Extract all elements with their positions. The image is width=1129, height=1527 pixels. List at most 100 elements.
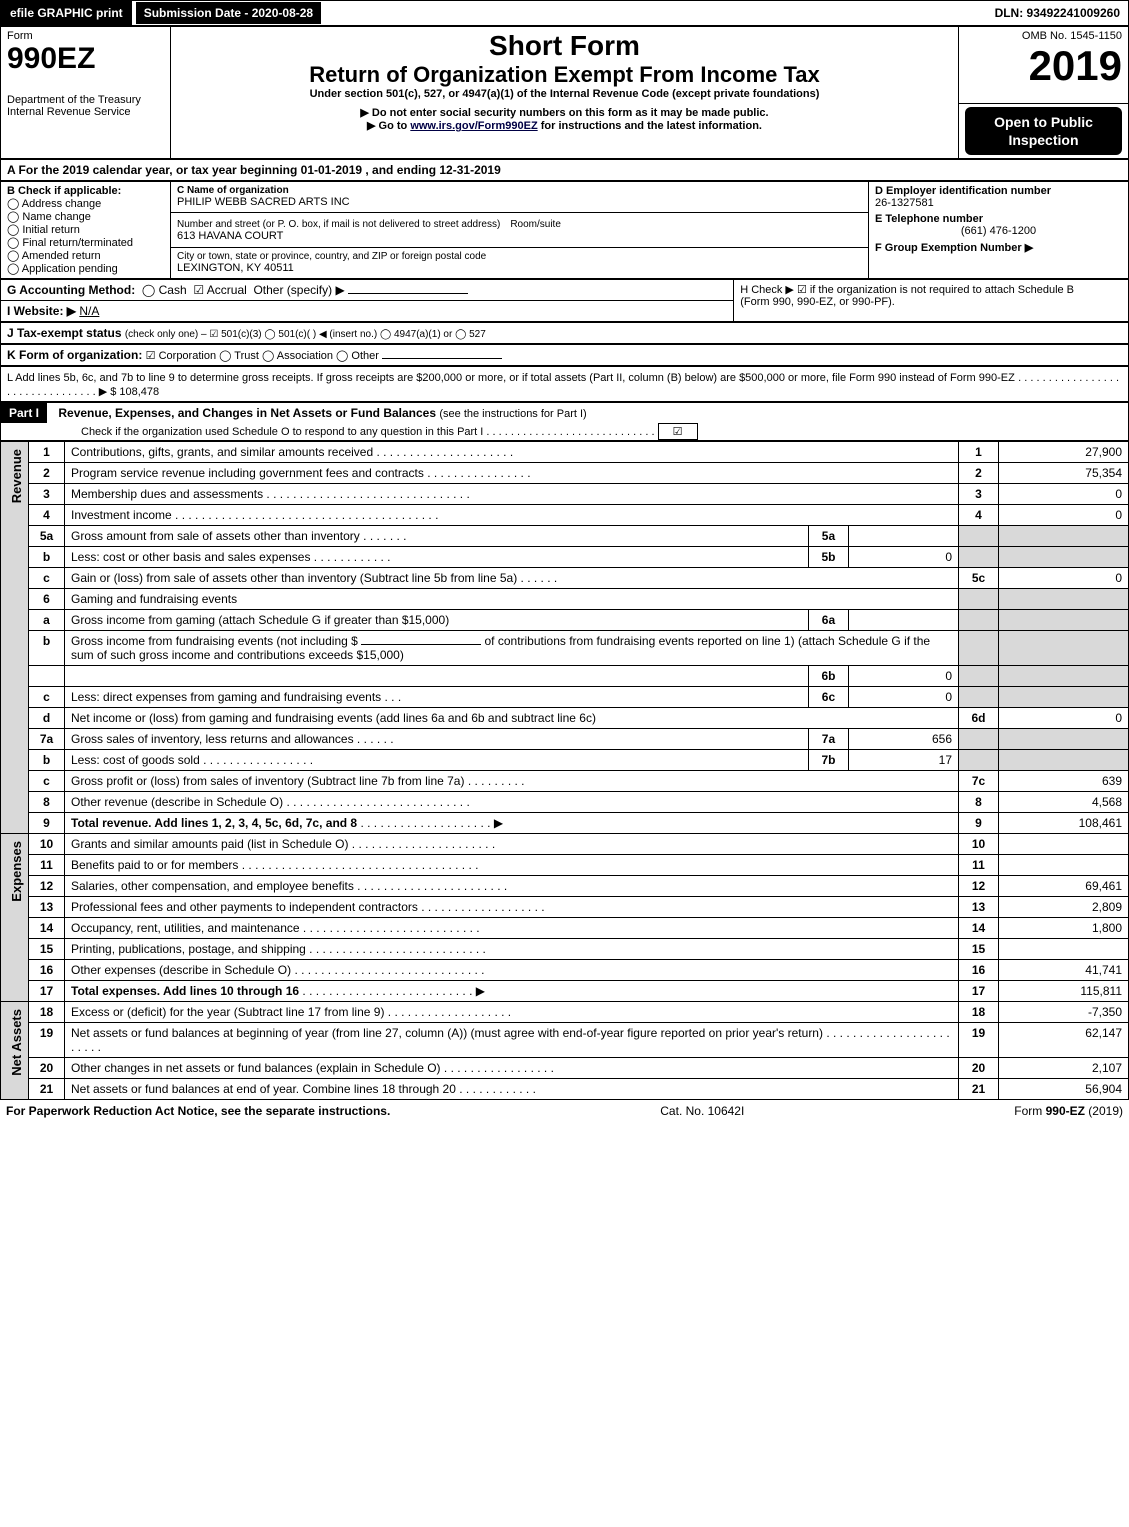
ln4-v: 0 (999, 504, 1129, 525)
ln6a-sub: 6a (808, 609, 848, 630)
line-B-label: B Check if applicable: (7, 185, 164, 197)
city: LEXINGTON, KY 40511 (177, 262, 862, 274)
footer-left: For Paperwork Reduction Act Notice, see … (6, 1104, 390, 1118)
E-label: E Telephone number (875, 213, 1122, 225)
ln9-refnum: 9 (959, 812, 999, 833)
partI-title: Revenue, Expenses, and Changes in Net As… (50, 406, 436, 420)
ln5c-d: Gain or (loss) from sale of assets other… (71, 571, 517, 585)
chk-final-return[interactable]: ◯ Final return/terminated (7, 236, 164, 249)
ln10-refnum: 10 (959, 833, 999, 854)
ln4-refnum: 4 (959, 504, 999, 525)
tax-year: 2019 (965, 42, 1122, 90)
section-netassets: Net Assets (7, 1005, 26, 1080)
omb-number: OMB No. 1545-1150 (965, 30, 1122, 42)
H-text1: H Check ▶ ☑ if the organization is not r… (740, 283, 1122, 296)
ln5b-d: Less: cost or other basis and sales expe… (71, 550, 310, 564)
ln11-n: 11 (29, 854, 65, 875)
entity-block: B Check if applicable: ◯ Address change … (0, 181, 1129, 279)
ln15-v (999, 938, 1129, 959)
ln19-refnum: 19 (959, 1022, 999, 1057)
ln9-n: 9 (29, 812, 65, 833)
chk-address-change[interactable]: ◯ Address change (7, 197, 164, 210)
I-label: I Website: ▶ (7, 304, 76, 318)
ln20-d: Other changes in net assets or fund bala… (71, 1061, 441, 1075)
ln5b-sub: 5b (808, 546, 848, 567)
ln7c-n: c (29, 770, 65, 791)
ln3-v: 0 (999, 483, 1129, 504)
ln14-v: 1,800 (999, 917, 1129, 938)
ln6b-d1: Gross income from fundraising events (no… (71, 634, 358, 648)
efile-print-button[interactable]: efile GRAPHIC print (1, 1, 132, 25)
ln7c-v: 639 (999, 770, 1129, 791)
dln: DLN: 93492241009260 (987, 2, 1128, 24)
ln10-v (999, 833, 1129, 854)
city-label: City or town, state or province, country… (177, 251, 862, 262)
ln20-refnum: 20 (959, 1057, 999, 1078)
F-label: F Group Exemption Number ▶ (875, 241, 1122, 254)
K-options[interactable]: ☑ Corporation ◯ Trust ◯ Association ◯ Ot… (146, 350, 379, 362)
partI-instr: (see the instructions for Part I) (439, 408, 586, 420)
title-short-form: Short Form (177, 30, 952, 62)
ln7b-sv: 17 (848, 749, 958, 770)
ln5c-v: 0 (999, 567, 1129, 588)
ln6b-sub: 6b (808, 665, 848, 686)
chk-application-pending[interactable]: ◯ Application pending (7, 262, 164, 275)
partI-check-line: Check if the organization used Schedule … (81, 426, 483, 438)
ln3-refnum: 3 (959, 483, 999, 504)
ln2-d: Program service revenue including govern… (71, 466, 424, 480)
ln11-d: Benefits paid to or for members (71, 858, 238, 872)
L-text: L Add lines 5b, 6c, and 7b to line 9 to … (7, 372, 1015, 384)
L-amount: ▶ $ 108,478 (99, 386, 159, 398)
H-text2: (Form 990, 990-EZ, or 990-PF). (740, 296, 1122, 308)
chk-name-change[interactable]: ◯ Name change (7, 210, 164, 223)
ln21-n: 21 (29, 1078, 65, 1099)
ln7b-n: b (29, 749, 65, 770)
J-options[interactable]: (check only one) – ☑ 501(c)(3) ◯ 501(c)(… (125, 329, 486, 340)
ln21-d: Net assets or fund balances at end of ye… (71, 1082, 456, 1096)
chk-initial-return[interactable]: ◯ Initial return (7, 223, 164, 236)
ln5a-sub: 5a (808, 525, 848, 546)
ln16-v: 41,741 (999, 959, 1129, 980)
ln17-n: 17 (29, 980, 65, 1001)
ln19-d: Net assets or fund balances at beginning… (71, 1026, 823, 1040)
ln10-n: 10 (29, 833, 65, 854)
ln6c-sub: 6c (808, 686, 848, 707)
ln21-refnum: 21 (959, 1078, 999, 1099)
goto-line: ▶ Go to www.irs.gov/Form990EZ for instru… (177, 119, 952, 132)
top-bar: efile GRAPHIC print Submission Date - 20… (0, 0, 1129, 26)
ln6-d: Gaming and fundraising events (65, 588, 959, 609)
ln6b-n: b (29, 630, 65, 665)
ln5c-n: c (29, 567, 65, 588)
ln6b-blank[interactable] (361, 644, 481, 645)
ln18-d: Excess or (deficit) for the year (Subtra… (71, 1005, 384, 1019)
footer-mid: Cat. No. 10642I (660, 1104, 744, 1118)
ln7a-n: 7a (29, 728, 65, 749)
website: N/A (79, 304, 99, 318)
D-label: D Employer identification number (875, 185, 1122, 197)
ln12-refnum: 12 (959, 875, 999, 896)
chk-amended-return[interactable]: ◯ Amended return (7, 249, 164, 262)
ln17-refnum: 17 (959, 980, 999, 1001)
ln16-n: 16 (29, 959, 65, 980)
g-cash[interactable]: Cash (159, 283, 187, 297)
ln6a-sv (848, 609, 958, 630)
g-other[interactable]: Other (specify) ▶ (253, 283, 344, 297)
open-to-public-badge: Open to Public Inspection (965, 107, 1122, 155)
g-accrual[interactable]: Accrual (207, 283, 247, 297)
ln5b-sv: 0 (848, 546, 958, 567)
ln4-n: 4 (29, 504, 65, 525)
ln18-refnum: 18 (959, 1001, 999, 1022)
partI-check-mark[interactable]: ☑ (658, 423, 698, 440)
ln1-v: 27,900 (999, 441, 1129, 462)
ln7a-sv: 656 (848, 728, 958, 749)
ln6d-d: Net income or (loss) from gaming and fun… (65, 707, 959, 728)
room-label: Room/suite (510, 219, 561, 230)
ln20-n: 20 (29, 1057, 65, 1078)
org-name: PHILIP WEBB SACRED ARTS INC (177, 196, 862, 208)
ln17-arrow: ▶ (476, 984, 485, 998)
ln6c-sv: 0 (848, 686, 958, 707)
under-section: Under section 501(c), 527, or 4947(a)(1)… (177, 88, 952, 100)
irs-link[interactable]: www.irs.gov/Form990EZ (410, 120, 537, 132)
submission-date: Submission Date - 2020-08-28 (136, 2, 321, 24)
ln6d-v: 0 (999, 707, 1129, 728)
